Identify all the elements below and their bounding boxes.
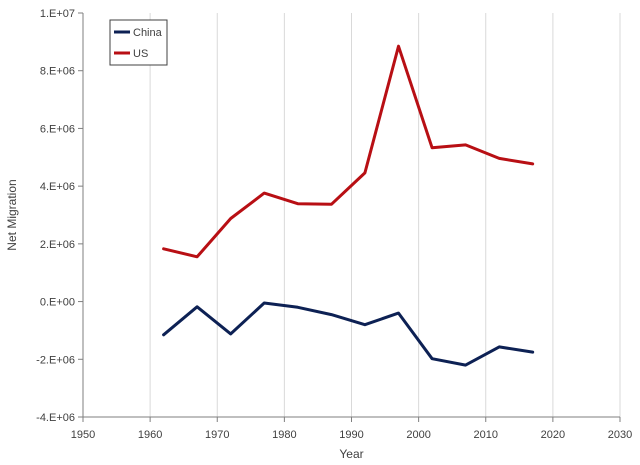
x-tick-label: 2000 [406,429,430,441]
y-tick-label: 0.E+00 [40,297,75,309]
legend-label-us: US [133,48,148,60]
series-line-us [162,44,535,259]
x-tick-label: 2030 [608,429,632,441]
y-tick-label: 1.E+07 [40,8,75,20]
y-tick-label: -2.E+06 [36,354,75,366]
y-tick-label: 6.E+06 [40,123,75,135]
legend-label-china: China [133,27,163,39]
x-tick-label: 1970 [205,429,229,441]
x-tick-label: 1960 [138,429,162,441]
tick-marks: 1950 1960 1970 1980 1990 2000 2010 2020 2030 -4.E… [36,8,632,441]
y-axis-title: Net Migration [5,179,19,250]
series-line-china [162,301,535,367]
x-axis-title: Year [339,447,363,461]
x-tick-label: 2010 [474,429,498,441]
series-lines [162,44,535,367]
x-tick-label: 1950 [71,429,95,441]
x-tick-label: 1990 [339,429,363,441]
legend: China US [109,19,168,66]
legend-box [109,19,168,66]
y-tick-label: 2.E+06 [40,239,75,251]
x-tick-label: 1980 [272,429,296,441]
y-tick-label: 8.E+06 [40,66,75,78]
gridlines [149,13,621,417]
y-tick-label: -4.E+06 [36,412,75,424]
y-tick-label: 4.E+06 [40,181,75,193]
x-tick-label: 2020 [541,429,565,441]
